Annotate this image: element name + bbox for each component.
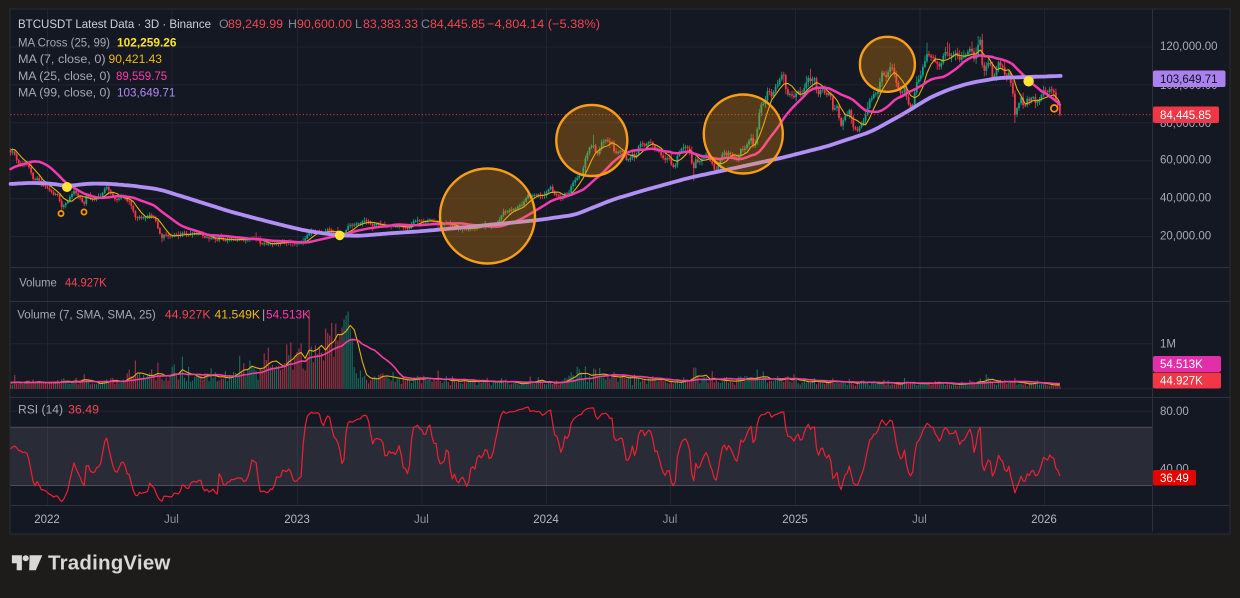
svg-text:84,445.85: 84,445.85 — [1160, 110, 1211, 122]
svg-text:MA (99, close, 0): MA (99, close, 0) — [18, 86, 111, 100]
svg-text:54.513K: 54.513K — [1160, 359, 1203, 371]
svg-text:20,000.00: 20,000.00 — [1160, 231, 1211, 243]
svg-text:Jul: Jul — [414, 514, 429, 526]
svg-text:MA (25, close, 0): MA (25, close, 0) — [18, 69, 111, 83]
svg-text:90,600.00: 90,600.00 — [297, 17, 352, 31]
svg-text:44.927K: 44.927K — [165, 307, 211, 321]
svg-text:Jul: Jul — [663, 514, 678, 526]
svg-text:H: H — [288, 17, 297, 31]
svg-text:36.49: 36.49 — [1160, 473, 1189, 485]
svg-text:C: C — [421, 17, 430, 31]
svg-text:44.927K: 44.927K — [1160, 376, 1203, 388]
svg-text:Jul: Jul — [912, 514, 927, 526]
svg-text:O: O — [219, 17, 229, 31]
svg-text:|: | — [262, 307, 265, 321]
svg-text:90,421.43: 90,421.43 — [109, 52, 163, 66]
svg-text:BTCUSDT Latest Data · 3D · Bin: BTCUSDT Latest Data · 3D · Binance — [18, 17, 211, 31]
svg-text:MA (7, close, 0): MA (7, close, 0) — [18, 52, 106, 66]
svg-text:1M: 1M — [1160, 338, 1176, 350]
svg-text:89,559.75: 89,559.75 — [116, 69, 167, 83]
svg-text:RSI (14): RSI (14) — [18, 402, 63, 416]
svg-text:2024: 2024 — [533, 514, 559, 526]
svg-text:80.00: 80.00 — [1160, 406, 1189, 418]
svg-text:2022: 2022 — [34, 514, 60, 526]
svg-text:60,000.00: 60,000.00 — [1160, 155, 1211, 167]
svg-text:L: L — [355, 17, 362, 31]
svg-text:83,383.33: 83,383.33 — [363, 17, 418, 31]
svg-text:TradingView: TradingView — [48, 552, 171, 575]
svg-text:2026: 2026 — [1031, 514, 1057, 526]
svg-text:89,249.99: 89,249.99 — [228, 17, 283, 31]
svg-text:MA Cross (25, 99): MA Cross (25, 99) — [18, 35, 110, 49]
svg-text:84,445.85: 84,445.85 — [430, 17, 485, 31]
svg-text:102,259.26: 102,259.26 — [117, 35, 177, 49]
svg-text:Volume: Volume — [19, 275, 56, 289]
svg-text:Jul: Jul — [164, 514, 179, 526]
svg-text:103,649.71: 103,649.71 — [117, 86, 176, 100]
svg-text:2023: 2023 — [284, 514, 310, 526]
svg-text:36.49: 36.49 — [68, 402, 99, 416]
svg-text:−4,804.14 (−5.38%): −4,804.14 (−5.38%) — [487, 17, 600, 31]
svg-text:2025: 2025 — [782, 514, 808, 526]
svg-text:44.927K: 44.927K — [65, 275, 107, 289]
svg-text:54.513K: 54.513K — [266, 307, 311, 321]
svg-text:40,000.00: 40,000.00 — [1160, 193, 1211, 205]
svg-text:120,000.00: 120,000.00 — [1160, 41, 1218, 53]
svg-text:41.549K: 41.549K — [215, 307, 261, 321]
svg-text:103,649.71: 103,649.71 — [1160, 74, 1218, 86]
svg-text:Volume (7, SMA, SMA, 25): Volume (7, SMA, SMA, 25) — [17, 307, 156, 321]
